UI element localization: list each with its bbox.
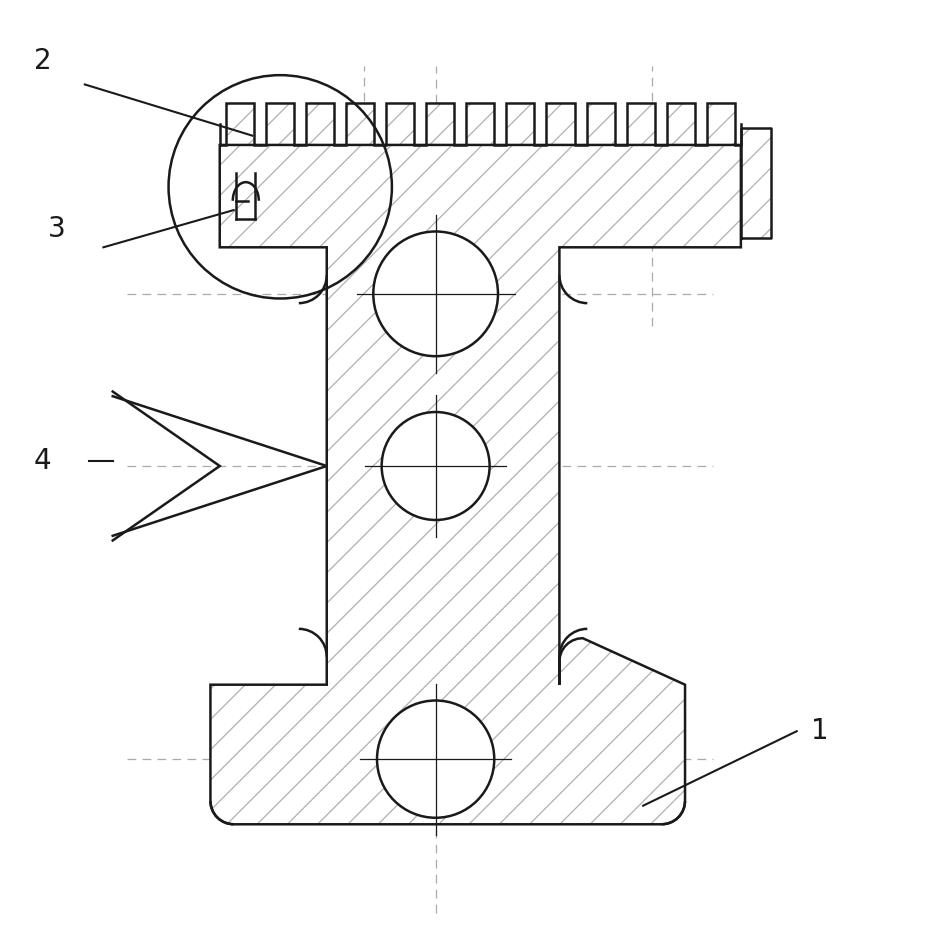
Circle shape (373, 231, 498, 356)
Circle shape (382, 412, 490, 520)
Text: 3: 3 (48, 214, 66, 242)
Polygon shape (740, 129, 771, 238)
Circle shape (377, 701, 495, 817)
Polygon shape (219, 103, 740, 146)
Polygon shape (210, 145, 740, 824)
Text: 2: 2 (34, 48, 52, 75)
Text: 4: 4 (34, 447, 52, 475)
Text: 1: 1 (811, 718, 829, 746)
